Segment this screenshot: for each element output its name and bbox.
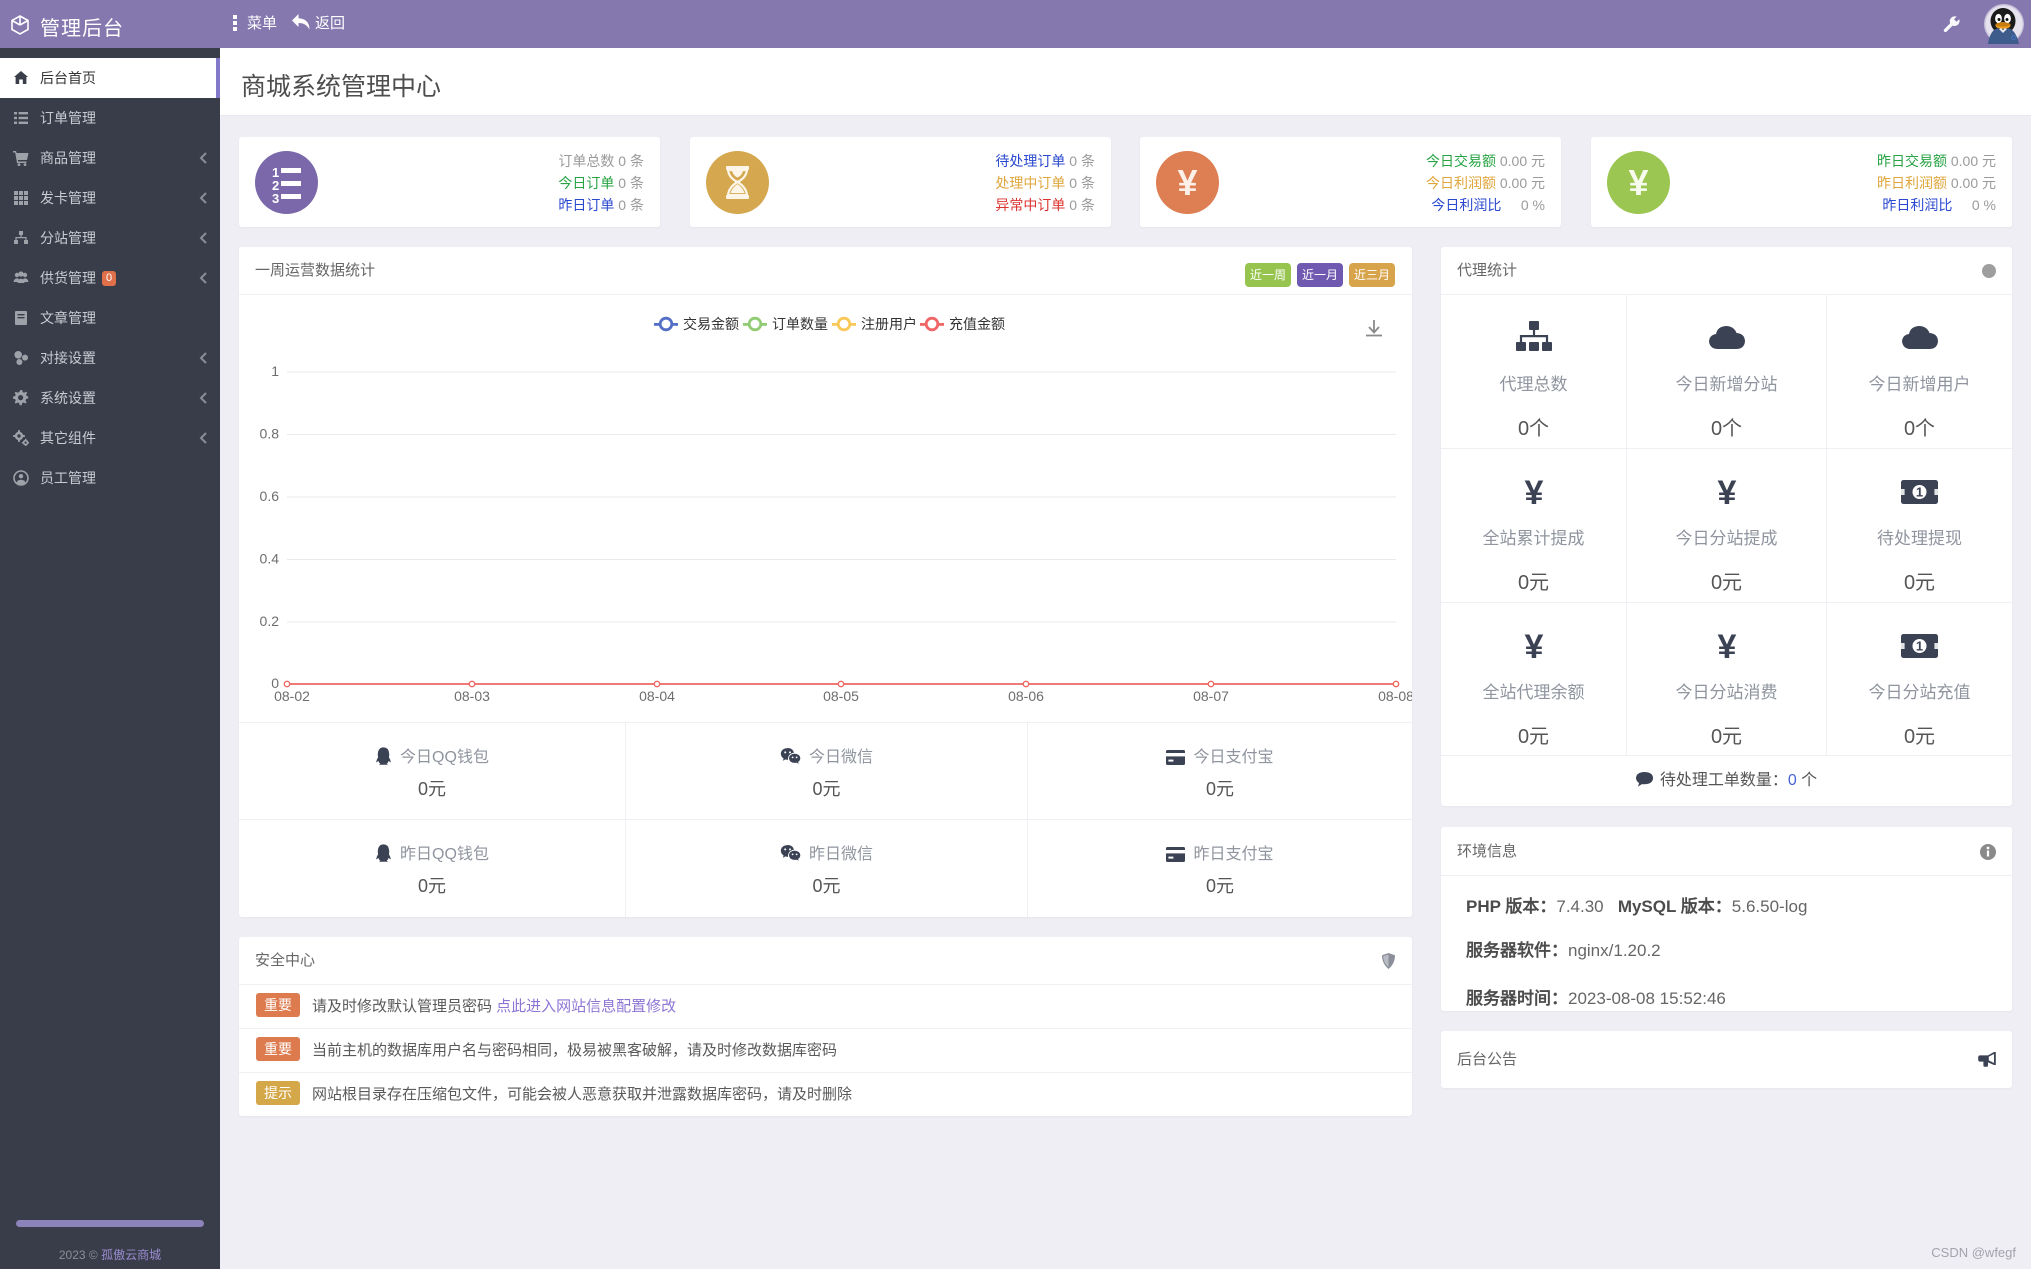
svg-text:1: 1: [1916, 639, 1923, 654]
svg-text:¥: ¥: [1628, 162, 1648, 203]
svg-text:o: o: [2011, 32, 2016, 42]
svg-text:08-02: 08-02: [274, 688, 310, 704]
svg-text:交易金额: 交易金额: [683, 316, 739, 332]
svg-text:08-05: 08-05: [823, 688, 859, 704]
svg-text:¥: ¥: [1524, 629, 1543, 663]
svg-text:¥: ¥: [1524, 475, 1543, 509]
svg-text:0.2: 0.2: [260, 613, 280, 629]
svg-text:注册用户: 注册用户: [861, 316, 917, 332]
svg-text:充值金额: 充值金额: [949, 316, 1005, 332]
svg-text:1: 1: [1916, 485, 1923, 500]
svg-text:¥: ¥: [1177, 162, 1197, 203]
svg-text:08-06: 08-06: [1008, 688, 1044, 704]
svg-text:08-07: 08-07: [1193, 688, 1229, 704]
svg-text:0: 0: [271, 675, 279, 691]
svg-text:08-03: 08-03: [454, 688, 490, 704]
svg-text:08-08: 08-08: [1378, 688, 1412, 704]
svg-text:0.8: 0.8: [260, 426, 280, 442]
svg-text:2: 2: [272, 178, 279, 193]
svg-text:3: 3: [272, 191, 279, 206]
svg-text:0.4: 0.4: [260, 551, 280, 567]
svg-text:1: 1: [271, 363, 279, 379]
svg-text:订单数量: 订单数量: [772, 316, 828, 332]
svg-text:08-04: 08-04: [639, 688, 675, 704]
svg-text:¥: ¥: [1717, 629, 1736, 663]
svg-text:¥: ¥: [1717, 475, 1736, 509]
svg-text:1: 1: [272, 165, 279, 180]
svg-text:0.6: 0.6: [260, 488, 280, 504]
